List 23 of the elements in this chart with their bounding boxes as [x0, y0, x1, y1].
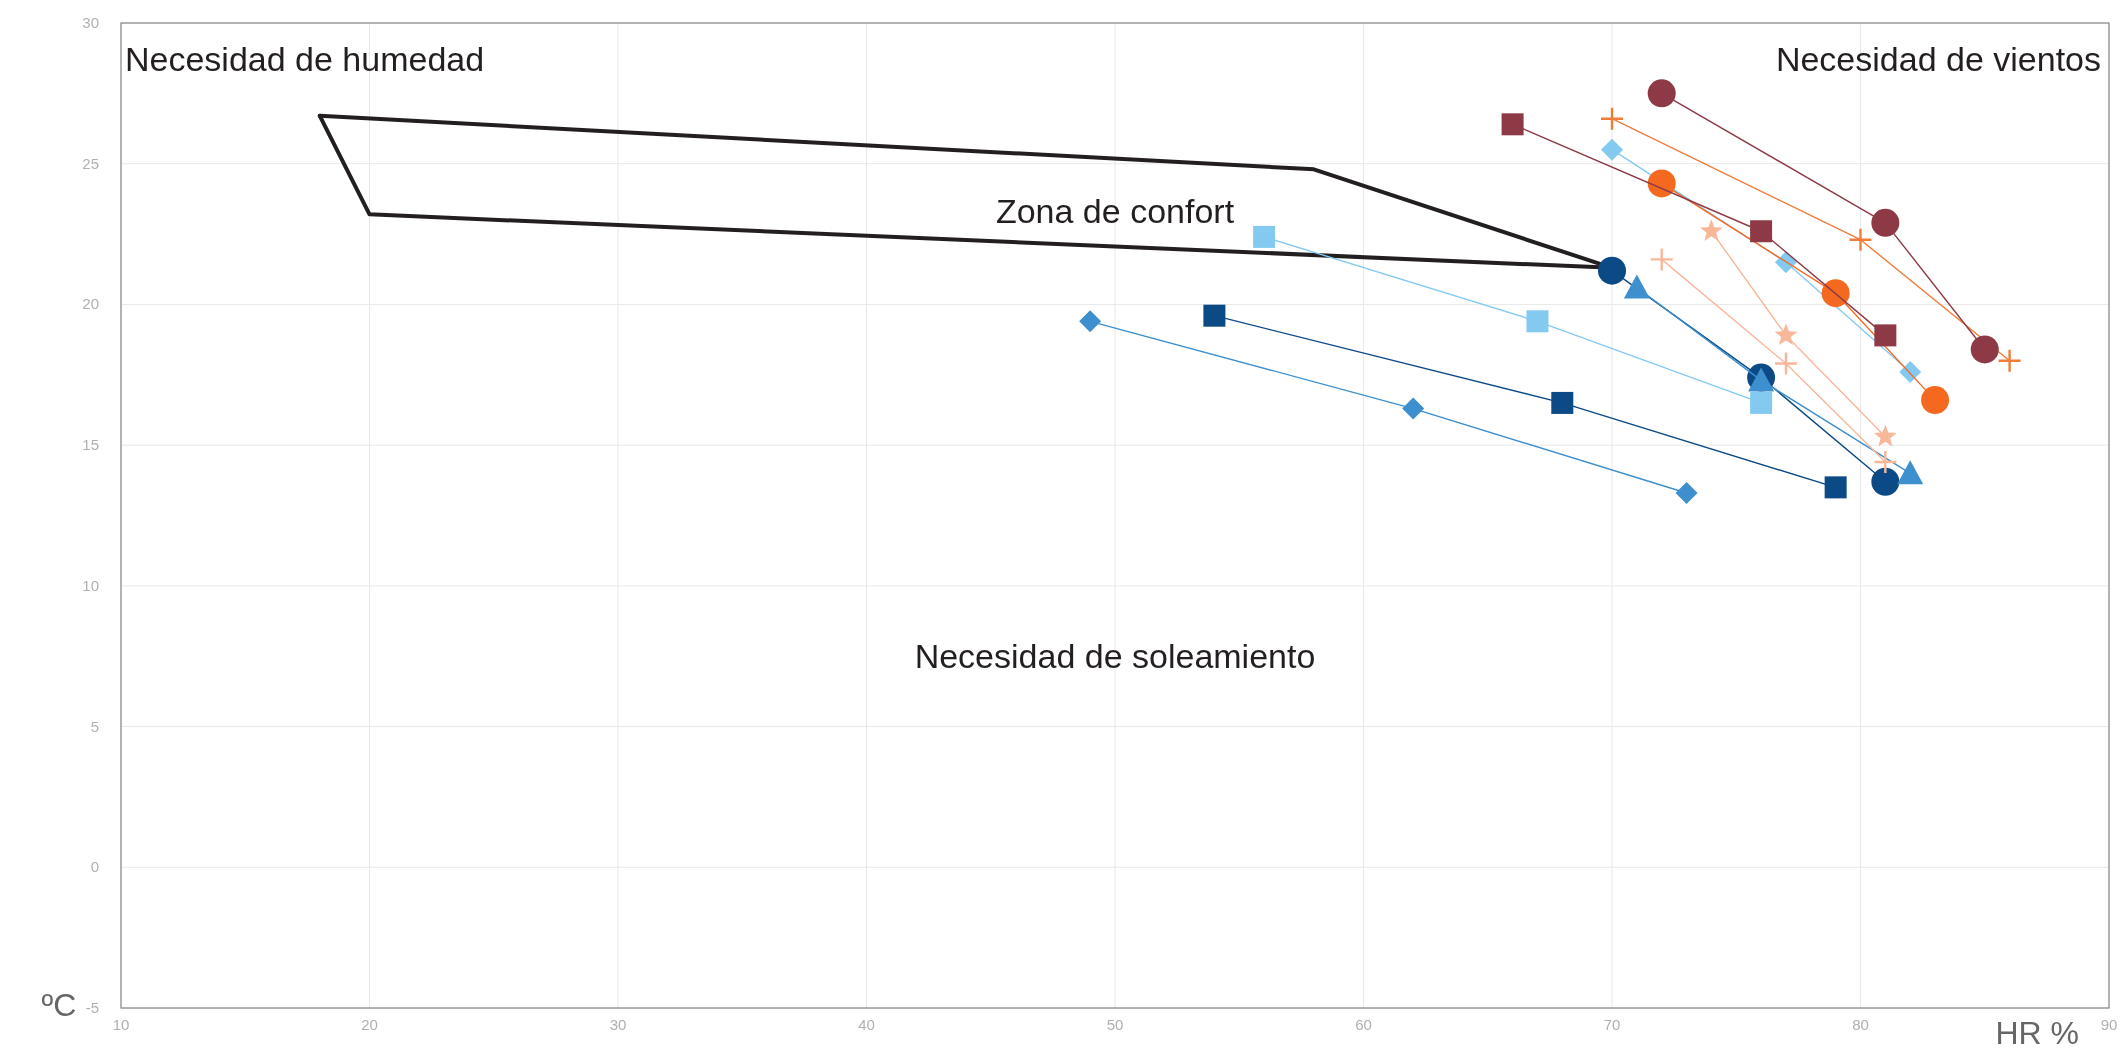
x-tick-label: 30 — [609, 1016, 627, 1033]
y-tick-label: 10 — [82, 576, 99, 594]
y-tick-label: 15 — [82, 436, 99, 454]
x-tick-label: 20 — [361, 1016, 378, 1033]
y-tick-label: -5 — [85, 999, 99, 1016]
x-axis-title: HR % — [1995, 1015, 2079, 1051]
x-tick-label: 90 — [2100, 1016, 2118, 1033]
y-tick-label: 30 — [82, 14, 99, 31]
y-tick-label: 5 — [90, 717, 99, 735]
x-tick-label: 80 — [1852, 1016, 1869, 1033]
y-tick-label: 0 — [90, 858, 99, 876]
x-tick-label: 60 — [1355, 1016, 1372, 1033]
annotation: Necesidad de vientos — [1775, 40, 2101, 78]
y-tick-label: 25 — [82, 154, 99, 172]
annotation: Zona de confort — [995, 192, 1235, 230]
annotation: Necesidad de soleamiento — [914, 637, 1316, 675]
x-tick-label: 50 — [1106, 1016, 1124, 1033]
x-tick-label: 10 — [112, 1016, 130, 1033]
annotation: Necesidad de humedad — [125, 40, 485, 78]
x-tick-label: 40 — [858, 1016, 875, 1033]
y-axis-title: ºC — [41, 987, 77, 1023]
x-tick-label: 70 — [1603, 1016, 1621, 1033]
y-tick-label: 20 — [82, 295, 99, 313]
